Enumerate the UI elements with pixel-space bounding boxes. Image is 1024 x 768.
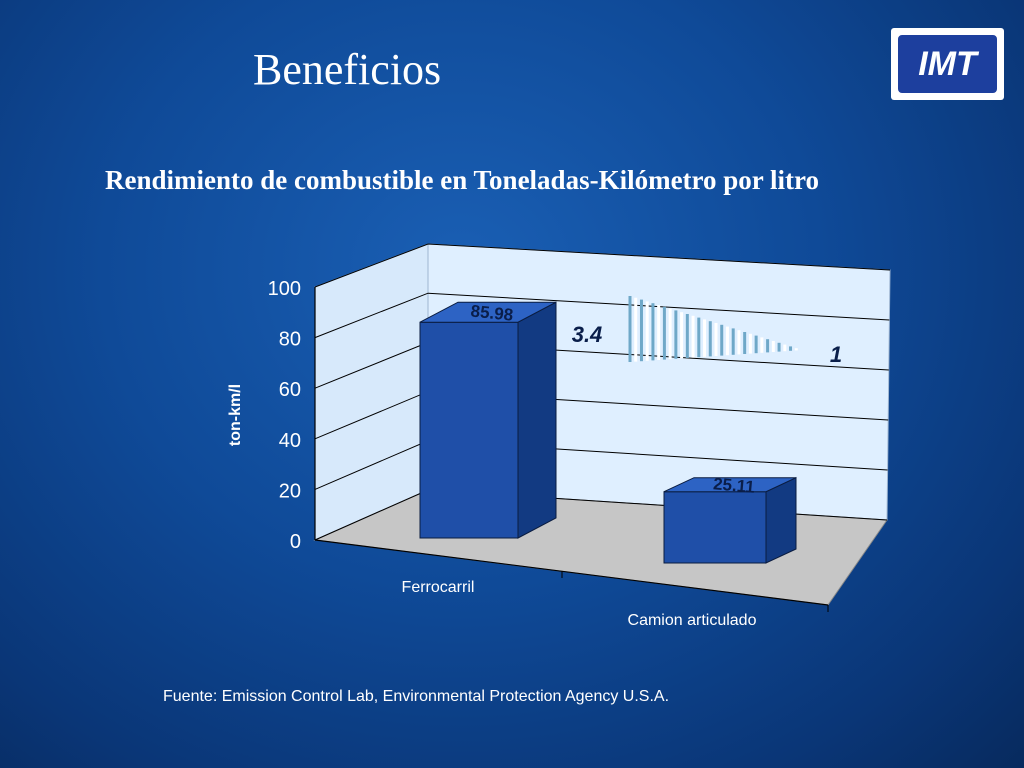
ratio-annotation: 3.4	[572, 322, 603, 347]
x-category-label: Ferrocarril	[402, 579, 475, 596]
y-tick-label: 40	[279, 430, 301, 452]
ratio-wedge	[628, 296, 798, 362]
y-tick-label: 20	[279, 480, 301, 502]
bar-side	[765, 476, 797, 564]
y-tick-label: 80	[279, 329, 301, 351]
logo-text: IMT	[918, 44, 977, 83]
y-tick-label: 0	[290, 531, 301, 553]
bar-top	[419, 301, 557, 323]
ratio-annotation: 1	[830, 342, 842, 367]
axes	[314, 287, 829, 612]
y-tick-labels: 0 20 40 60 80 100	[268, 278, 301, 553]
bar-side	[517, 301, 557, 539]
x-category-label: Camion articulado	[628, 612, 757, 629]
y-axis-label: ton-km/l	[227, 384, 244, 446]
logo-badge: IMT	[896, 33, 999, 95]
bar-top	[663, 477, 797, 493]
slide-title: Beneficios	[253, 45, 442, 94]
x-category-labels: Ferrocarril Camion articulado	[402, 579, 757, 629]
data-labels: 85.98 25.11	[470, 301, 756, 496]
bar-front	[663, 491, 767, 564]
y-tick-label: 60	[279, 379, 301, 401]
y-tick-label: 100	[268, 278, 301, 300]
bar-front	[419, 321, 519, 539]
x-axis-line	[314, 539, 829, 606]
bars	[419, 301, 797, 564]
bar-value-label: 85.98	[470, 301, 514, 324]
chart-subtitle: Rendimiento de combustible en Toneladas-…	[105, 165, 820, 195]
imt-logo: IMT	[891, 28, 1004, 100]
ratio-annotations: 3.41	[572, 322, 842, 367]
gridline	[314, 292, 890, 339]
chart-left-wall	[314, 243, 429, 541]
bar-value-label: 25.11	[712, 474, 755, 497]
gridline	[314, 243, 891, 288]
source-note: Fuente: Emission Control Lab, Environmen…	[163, 688, 670, 705]
